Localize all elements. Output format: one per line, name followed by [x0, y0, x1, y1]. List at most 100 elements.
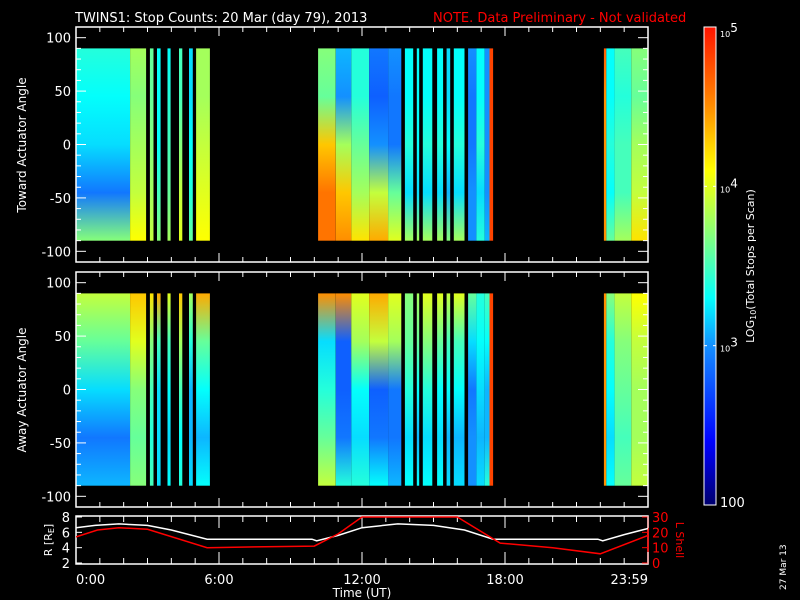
toward-spectrogram-column — [196, 48, 210, 241]
colorbar-label-rest: (Total Stops per Scan) — [744, 189, 757, 310]
toward-spectrogram-column — [614, 48, 632, 241]
orbit-right-ylabel: L Shell — [673, 522, 686, 558]
toward-spectrogram-column — [189, 48, 193, 241]
footer-date: 27 Mar 13 — [779, 544, 789, 590]
away-spectrogram-column — [416, 293, 420, 486]
toward-spectrogram-column — [369, 48, 389, 241]
toward-ytick-label: 0 — [63, 139, 71, 154]
toward-spectrogram-column — [422, 48, 433, 241]
orbit-right-ytick-label: 0 — [652, 557, 660, 572]
toward-spectrogram-column — [446, 48, 451, 241]
away-spectrogram-column — [404, 293, 414, 486]
away-spectrogram-column — [606, 293, 615, 486]
toward-spectrogram-column — [351, 48, 370, 241]
orbit-left-ytick-label: 8 — [62, 511, 70, 526]
toward-spectrogram-column — [167, 48, 171, 241]
toward-ytick-label: -50 — [50, 192, 71, 207]
away-spectrogram-column — [476, 293, 485, 486]
toward-spectrogram-column — [157, 48, 161, 241]
colorbar-tick-base: 10 — [720, 185, 730, 194]
colorbar-tick-exponent: 3 — [730, 336, 738, 350]
toward-ytick-label: -100 — [41, 245, 71, 260]
toward-spectrogram-column — [416, 48, 420, 241]
away-spectrogram-column — [167, 293, 171, 486]
away-spectrogram-column — [179, 293, 183, 486]
away-ytick-label: 0 — [63, 384, 71, 399]
away-spectrogram-column — [453, 293, 465, 486]
toward-spectrogram-column — [404, 48, 414, 241]
colorbar-tick-label: 104 — [720, 176, 738, 194]
preliminary-note: NOTE. Data Preliminary - Not validated — [433, 11, 686, 26]
away-ytick-label: 50 — [54, 330, 71, 345]
colorbar — [703, 26, 717, 506]
colorbar-tick-base: 10 — [720, 30, 730, 39]
plot-title: TWINS1: Stop Counts: 20 Mar (day 79), 20… — [74, 11, 367, 26]
toward-spectrogram-column — [318, 48, 336, 241]
orbit-left-ytick-label: 4 — [62, 542, 70, 557]
time-tick-label: 0:00 — [76, 573, 105, 588]
away-spectrogram-column — [484, 293, 490, 486]
away-ytick-label: 100 — [46, 277, 71, 292]
orbit-left-ytick-label: 2 — [62, 557, 70, 572]
orbit-left-ytick-label: 6 — [62, 526, 70, 541]
toward-spectrogram-column — [489, 48, 494, 241]
r-label: R [R — [42, 533, 55, 556]
orbit-left-ylabel: R [RE] — [42, 524, 56, 556]
colorbar-label-log: LOG — [744, 320, 757, 343]
toward-spectrogram-column — [476, 48, 485, 241]
toward-spectrogram-column — [603, 48, 607, 241]
away-ytick-label: -50 — [50, 437, 71, 452]
away-spectrogram-column — [468, 293, 477, 486]
away-spectrogram-column — [437, 293, 444, 486]
l-shell-line — [76, 516, 648, 555]
away-spectrogram-column — [130, 293, 147, 486]
toward-spectrogram-column — [149, 48, 154, 241]
away-spectrogram-column — [388, 293, 402, 486]
toward-ytick-label: 100 — [46, 32, 71, 47]
toward-spectrogram-column — [179, 48, 183, 241]
toward-spectrogram-column — [335, 48, 352, 241]
r-label-sub: E — [47, 528, 56, 533]
colorbar-label: LOG10(Total Stops per Scan) — [744, 189, 758, 343]
toward-spectrogram-column — [130, 48, 147, 241]
time-tick-label: 23:59 — [611, 573, 648, 588]
away-spectrogram-column — [422, 293, 433, 486]
away-spectrogram-column — [489, 293, 494, 486]
toward-ytick-label: 50 — [54, 85, 71, 100]
time-tick-label: 6:00 — [204, 573, 233, 588]
toward-spectrogram-column — [453, 48, 465, 241]
toward-ylabel: Toward Actuator Angle — [15, 77, 29, 213]
away-spectrogram-column — [149, 293, 154, 486]
away-spectrogram-column — [446, 293, 451, 486]
time-tick-label: 12:00 — [343, 573, 380, 588]
toward-spectrogram-column — [388, 48, 402, 241]
colorbar-label-sub: 10 — [749, 310, 758, 320]
away-ytick-label: -100 — [41, 490, 71, 505]
away-ylabel: Away Actuator Angle — [15, 327, 29, 452]
toward-spectrogram-column — [606, 48, 615, 241]
away-spectrogram-column — [157, 293, 161, 486]
orbit-right-ytick-label: 10 — [652, 542, 669, 557]
away-spectrogram-column — [189, 293, 193, 486]
time-tick-label: 18:00 — [486, 573, 523, 588]
colorbar-tick-base: 10 — [720, 345, 730, 354]
toward-spectrogram-column — [468, 48, 477, 241]
colorbar-tick-label: 103 — [720, 336, 738, 354]
colorbar-tick-base: 100 — [720, 496, 745, 511]
away-spectrogram-column — [351, 293, 370, 486]
orbit-right-ytick-label: 30 — [652, 511, 669, 526]
r-label-end: ] — [42, 524, 55, 528]
r-distance-line — [76, 523, 648, 542]
colorbar-tick-label: 105 — [720, 21, 738, 39]
away-spectrogram-column — [318, 293, 336, 486]
colorbar-tick-exponent: 5 — [730, 21, 738, 35]
away-spectrogram-column — [614, 293, 632, 486]
toward-spectrogram-column — [437, 48, 444, 241]
away-spectrogram-column — [603, 293, 607, 486]
away-spectrogram-column — [196, 293, 210, 486]
away-spectrogram-column — [335, 293, 352, 486]
orbit-right-ytick-label: 20 — [652, 526, 669, 541]
colorbar-tick-exponent: 4 — [730, 176, 738, 190]
away-spectrogram-column — [369, 293, 389, 486]
